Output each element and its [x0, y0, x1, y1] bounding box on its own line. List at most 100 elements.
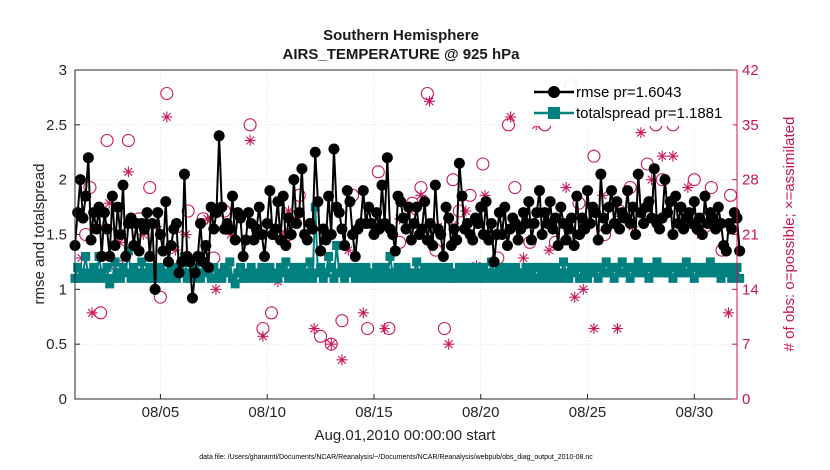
rmse-point [566, 212, 577, 224]
totalspread-point [647, 262, 657, 272]
totalspread-point [195, 273, 205, 283]
totalspread-point [489, 268, 499, 278]
totalspread-point [542, 262, 552, 272]
rmse-point [555, 201, 567, 213]
rmse-point [133, 245, 145, 257]
totalspread-point [639, 268, 649, 278]
totalspread-point [689, 273, 699, 283]
totalspread-point [236, 262, 245, 272]
rmse-point [403, 201, 415, 213]
rmse-point [694, 212, 706, 224]
rmse-point [269, 223, 281, 235]
rmse-point [707, 212, 719, 224]
rmse-point [496, 229, 508, 240]
rmse-point [715, 218, 727, 230]
rmse-point [339, 239, 351, 251]
rmse-point [341, 185, 353, 197]
rmse-point [277, 190, 289, 202]
rmse-point [363, 201, 375, 213]
totalspread-point [262, 268, 272, 278]
rmse-point [523, 196, 535, 208]
asterisk-stroke [561, 183, 571, 192]
totalspread-point [350, 273, 360, 283]
rmse-point [312, 196, 324, 208]
rmse-point [648, 163, 660, 175]
rmse-point [106, 190, 118, 202]
rmse-point [243, 207, 255, 219]
totalspread-point [393, 262, 403, 272]
rmse-point [146, 218, 158, 230]
totalspread-point [481, 268, 491, 278]
totalspread-point [345, 262, 355, 272]
totalspread-point [211, 273, 221, 283]
chart-subtitle: AIRS_TEMPERATURE @ 925 hPa [283, 46, 521, 63]
totalspread-point [278, 268, 288, 278]
obs-possible-marker [160, 86, 174, 101]
y-tick-label: 1.5 [46, 227, 67, 244]
totalspread-point [123, 246, 133, 256]
totalspread-point [609, 273, 619, 283]
obs-assimilated-marker [517, 252, 529, 264]
totalspread-series [70, 202, 745, 289]
totalspread-point [244, 273, 254, 283]
rmse-point [726, 223, 738, 235]
rmse-point [501, 239, 513, 251]
totalspread-point [134, 273, 144, 283]
totalspread-point [521, 262, 531, 272]
totalspread-point [358, 273, 368, 283]
obs-possible-marker [361, 321, 375, 336]
rmse-point [104, 250, 116, 262]
totalspread-point [284, 273, 294, 283]
totalspread-point [518, 268, 528, 278]
rmse-point [539, 207, 551, 219]
totalspread-point [318, 273, 328, 283]
totalspread-point [75, 273, 85, 283]
totalspread-point [356, 268, 366, 278]
asterisk-stroke [579, 285, 588, 294]
totalspread-point [294, 268, 304, 278]
y-tick-label: 2 [59, 172, 67, 189]
obs-possible-marker [476, 157, 490, 171]
right-axis-ticks: 0 7 14 21 28 35 42 [732, 62, 759, 408]
totalspread-point [545, 268, 555, 278]
rmse-point [259, 250, 271, 262]
totalspread-point [665, 262, 675, 272]
totalspread-point [396, 268, 406, 278]
totalspread-point [500, 273, 510, 283]
rmse-point [480, 196, 492, 208]
data-file-footnote: data file: /Users/gharamti/Documents/NCA… [199, 454, 593, 461]
obs-possible-marker [181, 204, 195, 218]
rmse-point [317, 223, 329, 235]
totalspread-point [329, 273, 339, 283]
totalspread-point [591, 262, 601, 272]
totalspread-point [681, 257, 691, 267]
totalspread-point [142, 273, 152, 283]
asterisk-stroke [589, 324, 599, 333]
totalspread-point [617, 257, 627, 267]
totalspread-point [430, 273, 440, 283]
totalspread-point [695, 268, 705, 278]
rmse-point [96, 250, 108, 262]
rmse-point [654, 223, 666, 235]
rmse-point [235, 212, 246, 224]
totalspread-point [364, 268, 374, 278]
totalspread-point [604, 268, 614, 278]
rmse-point [365, 218, 377, 230]
y-axis-ticks: 0 0.5 1 1.5 2 2.5 3 [46, 62, 80, 408]
rmse-point [456, 190, 468, 202]
asterisk-stroke [570, 292, 579, 302]
y-tick-label: 1 [59, 281, 67, 298]
rmse-point [336, 223, 348, 235]
totalspread-point [636, 262, 646, 272]
right-tick-label: 21 [742, 227, 759, 244]
totalspread-point [129, 262, 139, 272]
obs-assimilated-marker [122, 166, 134, 178]
totalspread-point [342, 268, 352, 278]
totalspread-point [607, 262, 617, 272]
rmse-point [170, 218, 182, 230]
rmse-point [291, 218, 303, 230]
rmse-point [512, 234, 524, 246]
x-axis-label: Aug.01,2010 00:00:00 start [315, 427, 497, 444]
totalspread-point [225, 257, 235, 267]
